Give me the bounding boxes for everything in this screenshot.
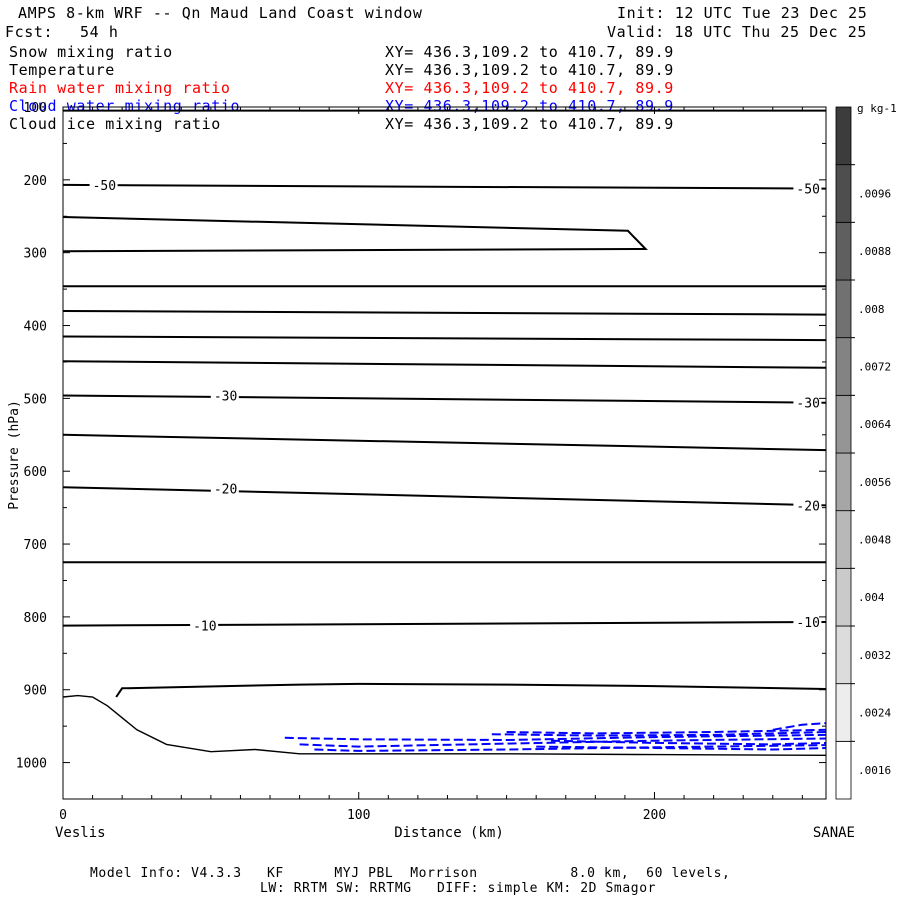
- terrain-line: [62, 694, 827, 756]
- temperature-contour: [62, 360, 827, 369]
- contour-label-bg: [190, 617, 219, 632]
- temperature-contour: [62, 335, 827, 342]
- valid-time: Valid: 18 UTC Thu 25 Dec 25: [607, 23, 868, 41]
- y-tick-label: 1000: [16, 757, 47, 772]
- contour-label: -30: [214, 389, 237, 404]
- field-name: Cloud ice mixing ratio: [9, 115, 221, 133]
- cloud-water-contour: [284, 733, 827, 742]
- contour-label-bg: [793, 497, 822, 512]
- colorbar-band: [835, 106, 852, 166]
- y-tick-label: 800: [24, 611, 47, 626]
- colorbar-level-label: .0072: [858, 361, 891, 374]
- y-tick-label: 900: [24, 684, 47, 699]
- contour-label-bg: [793, 180, 822, 195]
- x-tick-label: 0: [59, 808, 67, 823]
- y-tick-label: 500: [24, 392, 47, 407]
- contour-label-bg: [793, 394, 822, 409]
- chart-title: AMPS 8-km WRF -- Qn Maud Land Coast wind…: [18, 4, 423, 22]
- colorbar-band: [835, 337, 852, 396]
- field-name: Temperature: [9, 61, 115, 79]
- colorbar-band: [835, 394, 852, 454]
- field-xy: XY= 436.3,109.2 to 410.7, 89.9: [385, 79, 674, 97]
- contour-label: -20: [796, 499, 819, 514]
- contour-label: -20: [214, 483, 237, 498]
- field-name: Snow mixing ratio: [9, 43, 173, 61]
- temperature-contour: [62, 433, 827, 452]
- colorbar-band: [835, 164, 852, 223]
- colorbar-level-label: .0056: [858, 476, 891, 489]
- y-tick-label: 200: [24, 174, 47, 189]
- temperature-contour: [62, 621, 827, 627]
- temperature-contour: [62, 394, 827, 404]
- colorbar-unit: g kg-1: [857, 102, 897, 115]
- field-xy: XY= 436.3,109.2 to 410.7, 89.9: [385, 61, 674, 79]
- temperature-contour: [62, 183, 827, 190]
- cloud-water-contour: [506, 728, 827, 735]
- cloud-water-contour: [550, 739, 827, 746]
- field-xy: XY= 436.3,109.2 to 410.7, 89.9: [385, 115, 674, 133]
- contour-label-bg: [793, 613, 822, 628]
- field-name: Rain water mixing ratio: [9, 79, 231, 97]
- colorbar-level-label: .0088: [858, 245, 891, 258]
- x-tick-label: 100: [347, 808, 370, 823]
- x-axis-label: Distance (km): [394, 825, 504, 841]
- colorbar-band: [835, 683, 852, 742]
- colorbar-level-label: .0064: [858, 418, 891, 431]
- temperature-contour: [62, 216, 648, 253]
- temperature-contour: [62, 310, 827, 316]
- cloud-water-contour: [299, 737, 827, 748]
- contour-label: -50: [796, 183, 819, 198]
- cloud-water-contour: [314, 744, 827, 752]
- colorbar-band: [835, 740, 852, 800]
- temperature-contour: [115, 682, 827, 698]
- y-tick-label: 100: [24, 101, 47, 116]
- colorbar-level-label: .008: [858, 303, 885, 316]
- temperature-contour: [62, 486, 827, 507]
- contour-label: -30: [796, 397, 819, 412]
- contour-label: -50: [93, 179, 116, 194]
- y-axis-label: Pressure (hPa): [7, 400, 22, 510]
- y-tick-label: 700: [24, 538, 47, 553]
- colorbar-band: [835, 279, 852, 339]
- contour-label-bg: [210, 480, 239, 495]
- contour-label-bg: [210, 387, 239, 402]
- colorbar-band: [835, 221, 852, 281]
- colorbar-level-label: .0032: [858, 649, 891, 662]
- footer-physics-info: LW: RRTM SW: RRTMG DIFF: simple KM: 2D S…: [260, 881, 657, 896]
- cloud-water-contour: [491, 731, 827, 737]
- colorbar-level-label: .0016: [858, 764, 891, 777]
- colorbar-band: [835, 567, 852, 627]
- colorbar-level-label: .0096: [858, 188, 891, 201]
- colorbar-band: [835, 452, 852, 512]
- y-tick-label: 300: [24, 247, 47, 262]
- contour-label: -10: [193, 620, 216, 635]
- colorbar-band: [835, 510, 852, 569]
- right-endpoint-label: SANAE: [813, 825, 855, 841]
- y-tick-label: 600: [24, 465, 47, 480]
- contour-label-bg: [89, 176, 118, 191]
- colorbar-band: [835, 625, 852, 685]
- y-tick-label: 400: [24, 320, 47, 335]
- x-tick-label: 200: [643, 808, 666, 823]
- field-xy: XY= 436.3,109.2 to 410.7, 89.9: [385, 43, 674, 61]
- footer-model-info: Model Info: V4.3.3 KF MYJ PBL Morrison 8…: [90, 866, 731, 881]
- colorbar-level-label: .0024: [858, 707, 891, 720]
- colorbar-level-label: .004: [858, 591, 885, 604]
- init-time: Init: 12 UTC Tue 23 Dec 25: [617, 4, 868, 22]
- fcst-label: Fcst:: [5, 23, 54, 41]
- cloud-water-contour: [772, 722, 827, 731]
- colorbar-level-label: .0048: [858, 534, 891, 547]
- left-endpoint-label: Veslis: [55, 825, 106, 841]
- contour-label: -10: [796, 616, 819, 631]
- plot-frame: [62, 106, 827, 800]
- cloud-water-contour: [536, 745, 827, 751]
- fcst-value: 54 h: [80, 23, 119, 41]
